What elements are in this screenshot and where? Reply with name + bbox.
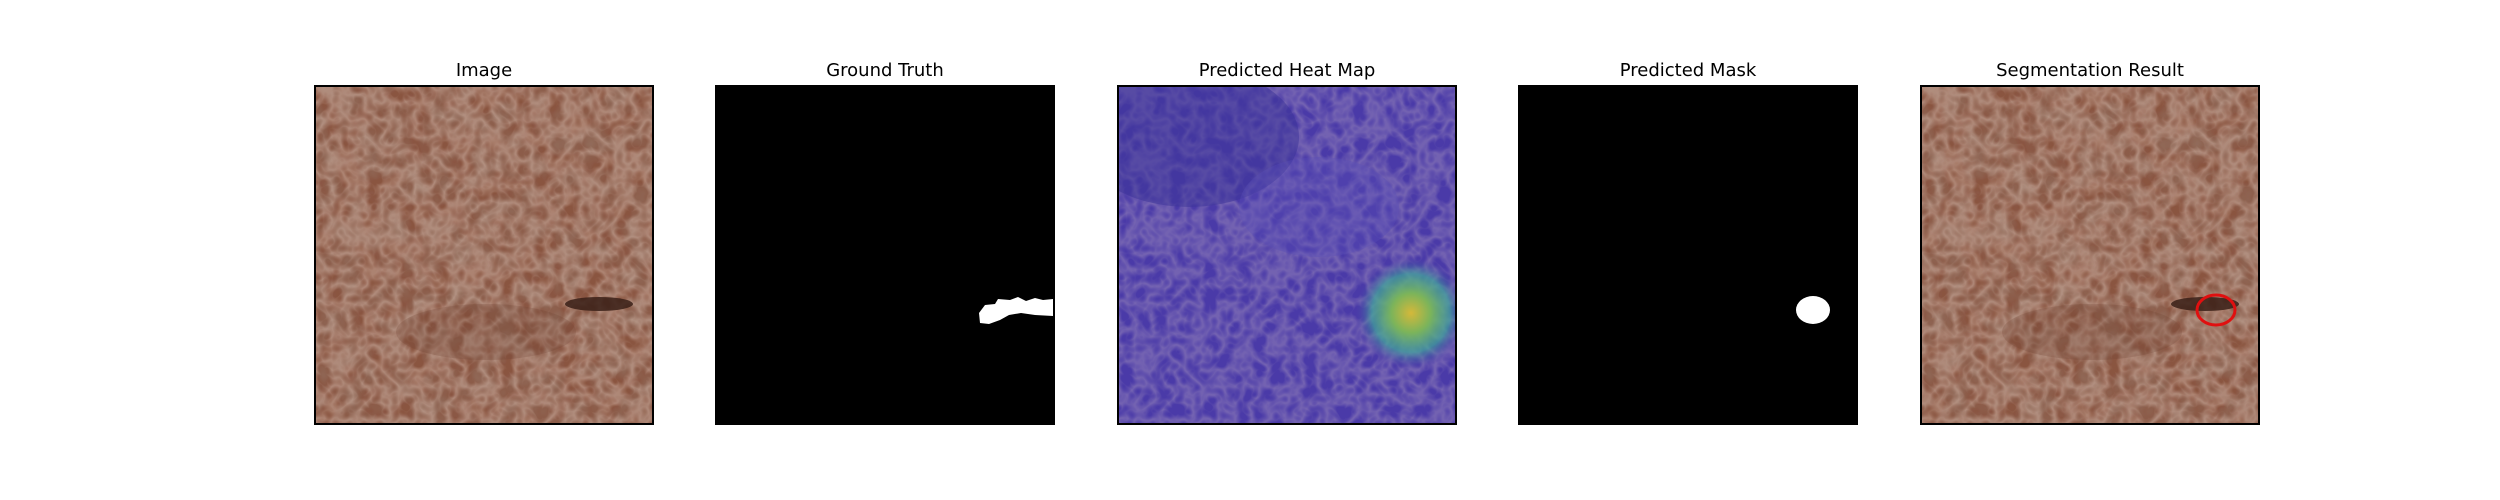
panel-ground-truth: Ground Truth: [715, 0, 1055, 500]
panel-image: Image: [314, 0, 654, 500]
defect-mark: [2171, 297, 2239, 311]
predicted-mask-image: [1518, 85, 1858, 425]
segmentation-result-image: [1920, 85, 2260, 425]
panel-segmentation-result: Segmentation Result: [1920, 0, 2260, 500]
heatmap-overlay-image: [1117, 85, 1457, 425]
panel-title: Image: [455, 60, 513, 81]
panel-title: Ground Truth: [826, 60, 944, 81]
predicted-region: [1796, 296, 1830, 324]
segmentation-outline: [2195, 293, 2237, 327]
panel-title: Predicted Heat Map: [1198, 60, 1376, 81]
panel-title: Predicted Mask: [1619, 60, 1757, 81]
heat-hotspot: [1355, 257, 1455, 369]
panel-predicted-mask: Predicted Mask: [1518, 0, 1858, 500]
panel-predicted-heat-map: Predicted Heat Map: [1117, 0, 1457, 500]
panel-title: Segmentation Result: [1996, 60, 2184, 81]
ground-truth-region: [979, 297, 1053, 324]
defect-mark: [565, 297, 633, 311]
ground-truth-mask-image: [715, 85, 1055, 425]
leather-photo-image: [314, 85, 654, 425]
